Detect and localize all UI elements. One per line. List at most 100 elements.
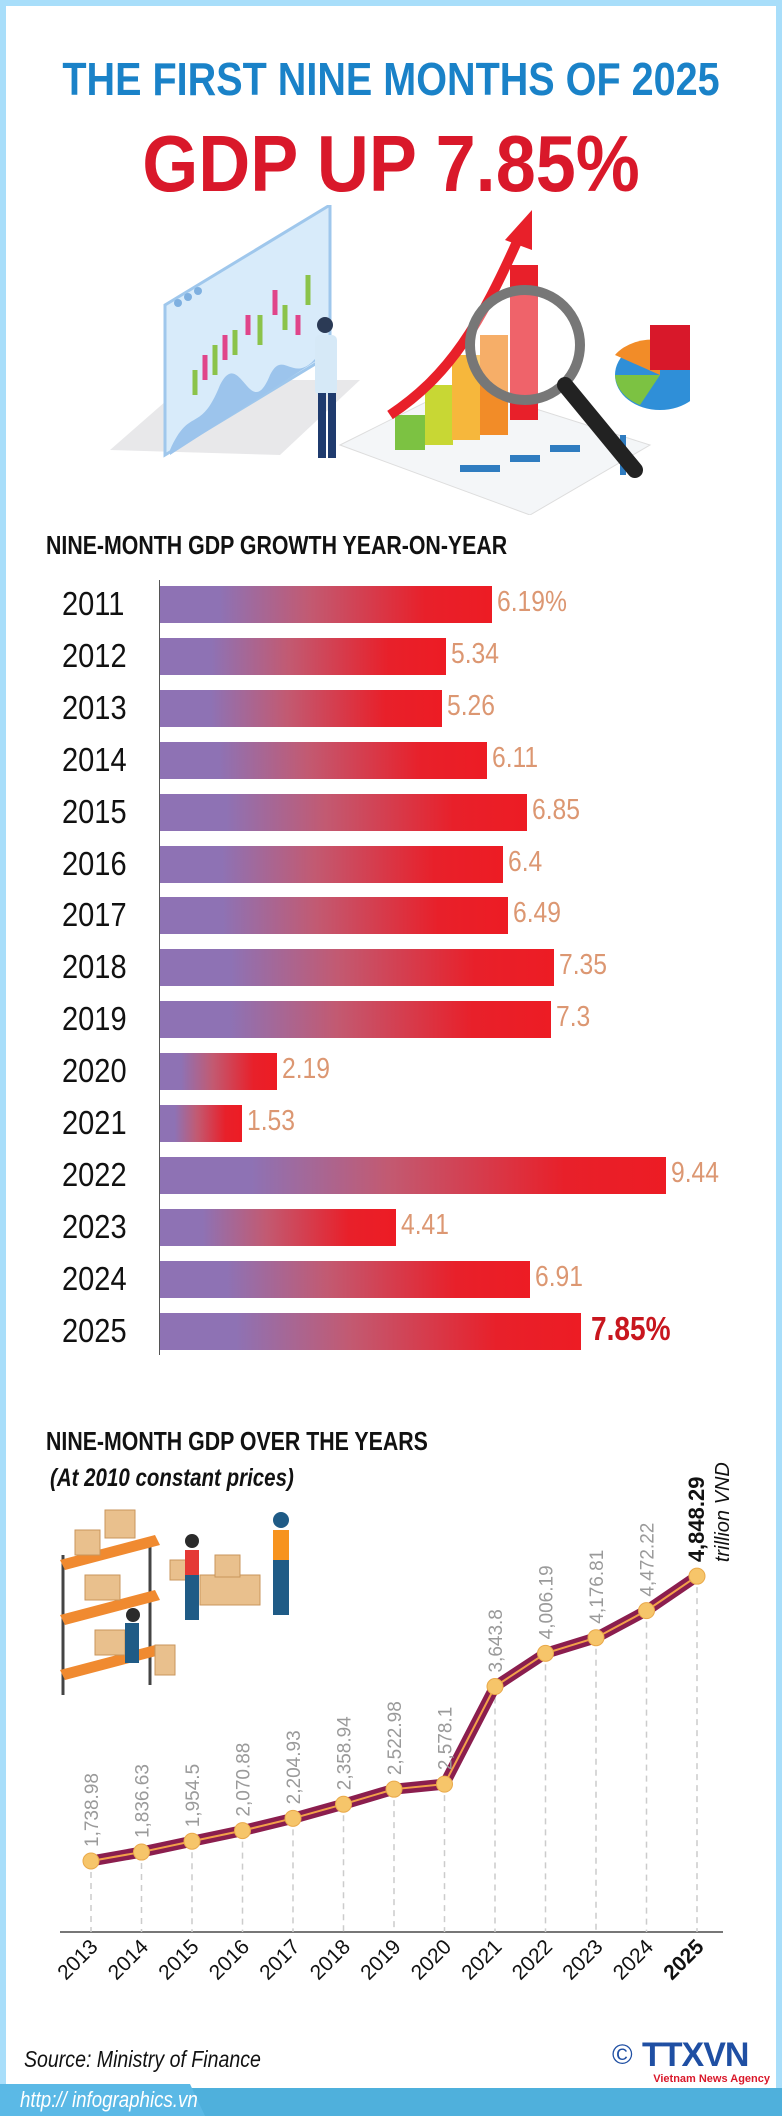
- x-tick-label: 2020: [407, 1935, 456, 1984]
- bar-value-label: 9.44: [670, 1156, 719, 1189]
- bar-2016: [160, 845, 504, 883]
- bar-category-label: 2025: [62, 1311, 127, 1349]
- source-note: Source: Ministry of Finance: [24, 2046, 261, 2072]
- bar-value-label: 5.34: [451, 637, 500, 670]
- data-point-2014: [133, 1843, 150, 1861]
- point-value-label: 2,578.1: [436, 1707, 457, 1770]
- x-tick-label: 2023: [558, 1935, 607, 1984]
- bar-value-label: 1.53: [247, 1105, 295, 1137]
- bar-value-label: 7.35: [558, 949, 607, 982]
- bar-2011: [160, 586, 492, 623]
- bar-2020: [160, 1053, 278, 1091]
- bar-category-label: 2021: [62, 1104, 127, 1141]
- business-analytics-illustration: [110, 205, 690, 515]
- point-value-label: 4,848.29: [684, 1477, 709, 1563]
- bar-2021: [160, 1105, 242, 1142]
- x-tick-label: 2013: [53, 1935, 102, 1984]
- bar-value-label: 6.91: [535, 1260, 584, 1293]
- bar-category-label: 2012: [62, 636, 127, 674]
- bar-category-label: 2023: [62, 1207, 127, 1245]
- title-main: GDP UP 7.85%: [142, 119, 640, 208]
- bar-chart-axis: [159, 580, 160, 1355]
- bar-value-label: 6.85: [532, 793, 581, 826]
- bar-category-label: 2019: [62, 1000, 127, 1038]
- x-tick-label: 2017: [255, 1935, 304, 1984]
- bar-category-label: 2011: [62, 585, 125, 622]
- point-value-label: 4,006.19: [537, 1565, 558, 1639]
- point-value-label: 4,176.81: [587, 1550, 608, 1624]
- warehouse-workers-illustration: [60, 1509, 289, 1695]
- data-point-2019: [385, 1780, 403, 1798]
- point-value-label: 2,070.88: [234, 1743, 255, 1817]
- unit-label: trillion VND: [712, 1462, 734, 1562]
- logo-subtext: Vietnam News Agency: [653, 2073, 770, 2085]
- point-value-label: 2,204.93: [284, 1730, 305, 1804]
- x-tick-label: 2014: [104, 1935, 154, 1985]
- bar-category-label: 2022: [62, 1155, 127, 1193]
- point-value-label: 1,836.63: [133, 1764, 154, 1838]
- data-point-2013: [82, 1852, 100, 1870]
- line-chart-subtitle: (At 2010 constant prices): [50, 1464, 294, 1492]
- bar-2025: [160, 1312, 581, 1350]
- bar-category-label: 2018: [62, 948, 127, 986]
- point-value-label: 1,738.98: [82, 1773, 103, 1847]
- x-tick-label: 2015: [154, 1935, 203, 1984]
- bar-category-label: 2024: [62, 1259, 127, 1297]
- bar-value-label: 7.85%: [590, 1309, 671, 1347]
- bar-category-label: 2016: [62, 844, 127, 882]
- bar-value-label: 6.4: [508, 845, 543, 878]
- x-tick-label: 2024: [609, 1935, 659, 1985]
- bar-chart-title: NINE-MONTH GDP GROWTH YEAR-ON-YEAR: [46, 530, 508, 560]
- bar-2012: [160, 637, 447, 675]
- copyright-icon: ©: [612, 2039, 633, 2070]
- point-value-label: 3,643.8: [486, 1609, 507, 1672]
- bar-2018: [160, 949, 554, 987]
- bar-value-label: 6.19%: [496, 586, 567, 618]
- x-tick-label: 2016: [205, 1935, 254, 1984]
- point-value-label: 2,358.94: [335, 1716, 356, 1790]
- data-point-2017: [284, 1809, 302, 1827]
- bar-category-label: 2020: [62, 1052, 127, 1090]
- bar-value-label: 7.3: [556, 1001, 591, 1034]
- data-point-2023: [587, 1629, 605, 1647]
- bar-2024: [160, 1260, 531, 1298]
- bar-2017: [160, 897, 508, 935]
- bar-category-label: 2014: [62, 740, 127, 778]
- point-value-label: 1,954.5: [183, 1764, 204, 1827]
- bar-2019: [160, 1001, 552, 1039]
- bar-value-label: 5.26: [446, 689, 495, 722]
- data-point-2022: [537, 1644, 554, 1662]
- line-chart-title: NINE-MONTH GDP OVER THE YEARS: [46, 1426, 428, 1456]
- bar-2014: [160, 741, 488, 779]
- bar-2022: [160, 1156, 666, 1194]
- data-point-2016: [234, 1822, 251, 1840]
- bar-2013: [160, 689, 442, 727]
- x-tick-label: 2022: [508, 1935, 557, 1984]
- title-top: THE FIRST NINE MONTHS OF 2025: [62, 53, 720, 105]
- data-point-2015: [183, 1832, 201, 1850]
- data-point-2024: [638, 1602, 655, 1620]
- bar-2023: [160, 1208, 397, 1246]
- bar-value-label: 6.49: [512, 897, 561, 930]
- data-point-2021: [486, 1678, 504, 1696]
- data-point-2025: [688, 1567, 706, 1585]
- bar-category-label: 2013: [62, 688, 127, 726]
- x-tick-label: 2021: [457, 1935, 506, 1984]
- x-tick-label: 2018: [306, 1935, 355, 1984]
- point-value-label: 4,472.22: [638, 1523, 659, 1597]
- point-value-label: 2,522.98: [385, 1701, 406, 1775]
- bar-value-label: 6.11: [492, 741, 539, 774]
- bar-2015: [160, 793, 528, 831]
- x-tick-label: 2025: [659, 1935, 709, 1985]
- bar-value-label: 2.19: [282, 1053, 331, 1086]
- bar-category-label: 2017: [62, 896, 127, 934]
- data-point-2020: [436, 1775, 453, 1793]
- bar-value-label: 4.41: [401, 1208, 450, 1241]
- x-tick-label: 2019: [356, 1935, 405, 1984]
- website-link[interactable]: http:// infographics.vn: [20, 2087, 198, 2112]
- footer-url-tab: [0, 2084, 205, 2116]
- bar-category-label: 2015: [62, 792, 127, 830]
- data-point-2018: [335, 1795, 352, 1813]
- ttxvn-logo: TTXVN: [642, 2036, 749, 2074]
